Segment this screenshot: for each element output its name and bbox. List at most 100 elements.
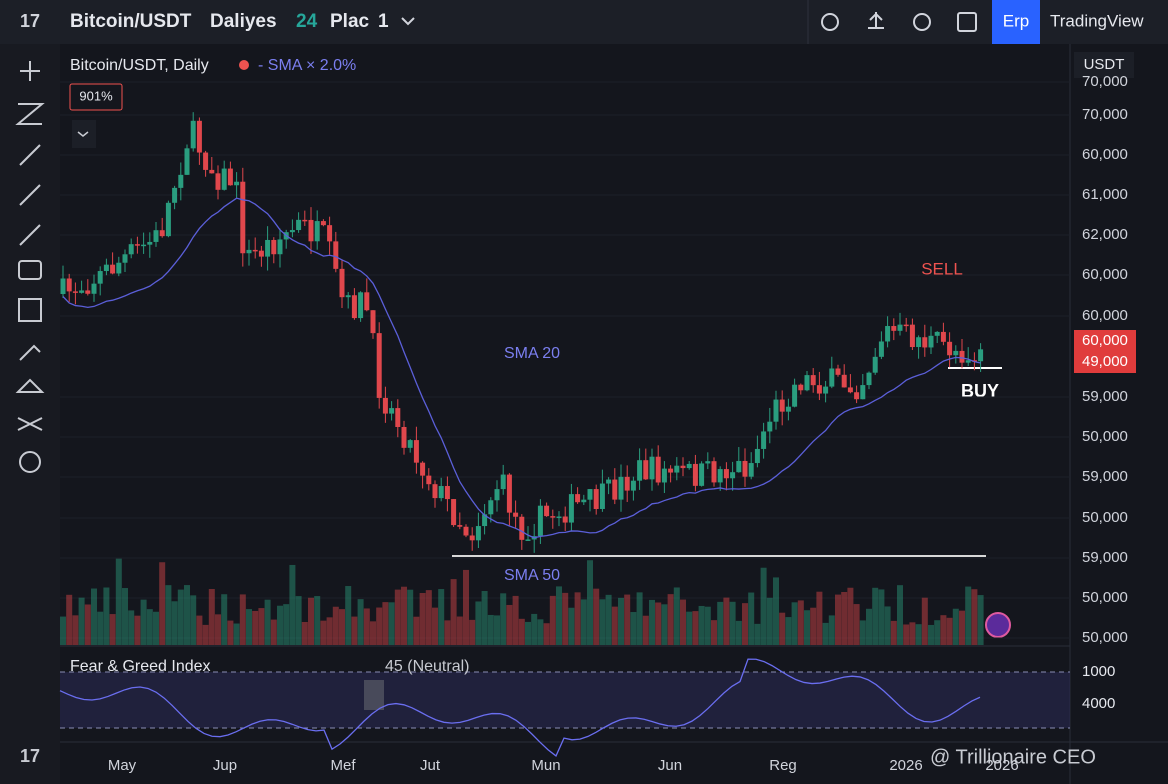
volume-bar — [475, 601, 482, 645]
crosshair-tool[interactable] — [20, 61, 40, 81]
candle — [469, 535, 475, 541]
volume-bar — [239, 594, 246, 645]
trend-tool[interactable] — [15, 103, 45, 125]
candle — [308, 219, 314, 242]
badge-box — [69, 83, 123, 111]
price-label: 60,000 — [1082, 266, 1128, 283]
candle — [209, 169, 215, 174]
volume-bar — [419, 592, 426, 645]
collapse-icon[interactable] — [77, 131, 89, 137]
candle — [141, 244, 147, 247]
text-tool[interactable] — [18, 260, 42, 280]
forecast-tool[interactable] — [19, 344, 41, 361]
volume-bar — [810, 607, 817, 645]
volume-bar — [804, 610, 810, 645]
volume-bar — [649, 599, 655, 645]
volume-bar — [506, 604, 513, 645]
volume-bar — [332, 606, 339, 645]
candle — [748, 463, 754, 477]
time-label: 2026 — [985, 757, 1018, 774]
time-label: May — [108, 757, 137, 774]
event-icon[interactable] — [985, 612, 1011, 638]
volume-bar — [270, 619, 277, 645]
candle — [451, 499, 457, 526]
collapse-button[interactable] — [72, 120, 96, 148]
volume-bar — [308, 597, 314, 645]
candle — [556, 516, 562, 519]
volume-bar — [370, 621, 376, 645]
candle — [711, 461, 717, 483]
shape-tool[interactable] — [15, 378, 45, 393]
volume-bar — [791, 602, 798, 645]
interval[interactable]: Daliyes — [210, 11, 277, 32]
price-label: 50,000 — [1082, 629, 1128, 646]
candle — [742, 460, 748, 477]
candle — [773, 399, 779, 422]
chat-icon[interactable] — [913, 13, 931, 31]
volume-bar — [115, 558, 122, 645]
volume-bar — [903, 624, 910, 645]
candle — [916, 337, 922, 348]
volume-bar — [407, 589, 414, 645]
volume-bar — [134, 615, 141, 645]
candle — [165, 202, 171, 237]
dropdown-icon[interactable] — [401, 17, 415, 26]
volume-bar — [525, 621, 531, 645]
candle — [798, 384, 804, 391]
candle — [723, 469, 729, 479]
pen-tool[interactable] — [19, 144, 41, 166]
candle — [314, 221, 320, 242]
volume-bar — [97, 611, 104, 645]
marker-tool[interactable] — [19, 224, 41, 246]
volume-bar — [177, 589, 184, 645]
candle — [537, 505, 543, 537]
volume-bar — [723, 597, 730, 645]
brand[interactable]: TradingView — [1050, 11, 1144, 30]
candle — [475, 526, 481, 541]
volume-bar — [859, 620, 866, 645]
candle — [841, 374, 847, 388]
volume-bar — [438, 589, 445, 645]
candle — [593, 489, 599, 509]
candle — [302, 219, 308, 222]
volume-bar — [661, 604, 668, 645]
alert-icon[interactable] — [821, 13, 839, 31]
volume-bar — [835, 594, 841, 645]
volume-bar — [432, 607, 438, 645]
candle — [550, 516, 556, 518]
volume-bar — [351, 616, 358, 645]
candle — [767, 421, 773, 432]
candle — [370, 310, 376, 334]
volume-bar — [326, 617, 333, 645]
candle — [649, 456, 655, 480]
volume-bar — [357, 599, 364, 645]
price-label: 59,000 — [1082, 388, 1128, 405]
active-tab-label[interactable]: Erp — [1003, 11, 1029, 30]
volume-bar — [624, 594, 631, 645]
candle — [457, 525, 463, 527]
candle — [265, 239, 271, 257]
candle — [203, 152, 209, 170]
active-tab[interactable] — [992, 0, 1040, 44]
volume-bar — [221, 594, 228, 645]
symbol[interactable]: Bitcoin/USDT — [70, 11, 192, 32]
pattern-tool[interactable] — [18, 298, 42, 322]
candle — [792, 384, 798, 407]
volume-bar — [531, 613, 538, 645]
candle — [587, 489, 593, 500]
place[interactable]: Plac — [330, 11, 370, 32]
candle — [829, 368, 835, 387]
edit-icon[interactable] — [957, 12, 977, 32]
indicator-line — [59, 658, 981, 757]
candle — [736, 460, 742, 473]
volume-bar — [785, 617, 792, 645]
candle — [630, 480, 636, 491]
candle — [959, 350, 965, 363]
candle — [624, 476, 630, 491]
volume-bar — [450, 579, 457, 645]
measure-tool[interactable] — [17, 417, 43, 431]
brush-tool[interactable] — [19, 184, 41, 206]
replay-icon[interactable] — [868, 12, 884, 29]
zoom-tool[interactable] — [19, 451, 41, 473]
price-label: 59,000 — [1082, 468, 1128, 485]
